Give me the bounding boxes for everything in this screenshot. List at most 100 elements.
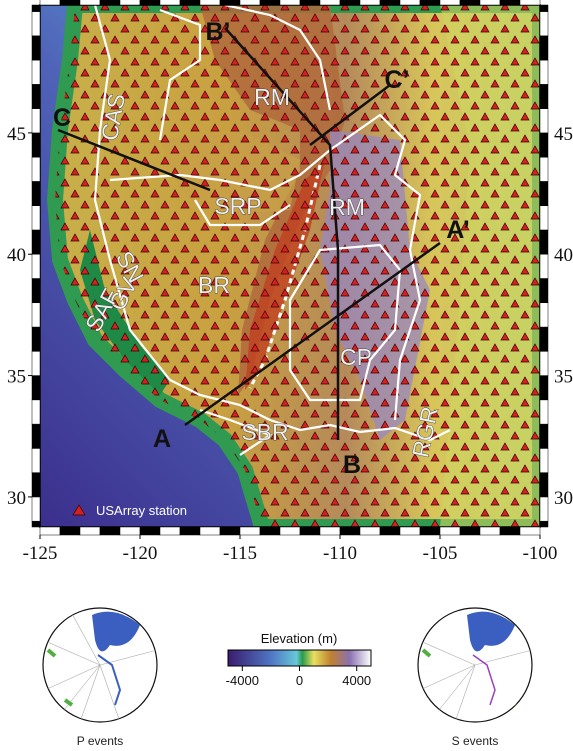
inset-label: S events — [452, 734, 499, 748]
inset-label: P events — [77, 734, 123, 748]
page: {"map":{"xlim":[-125,-100],"ylim":[28.76… — [0, 0, 573, 751]
region-label: SBR — [241, 419, 288, 445]
x-tick-label: -100 — [523, 543, 558, 564]
border-segment — [300, 527, 320, 535]
border-segment — [32, 230, 40, 254]
border-segment — [32, 133, 40, 157]
border-segment — [380, 527, 400, 535]
region-label: RM — [254, 84, 290, 110]
border-segment — [100, 0, 120, 5]
border-segment — [60, 0, 80, 5]
border-segment — [280, 527, 300, 535]
border-segment — [80, 527, 100, 535]
y-tick-label: 45 — [554, 124, 573, 145]
region-label: SRP — [214, 193, 261, 219]
border-segment — [540, 133, 548, 157]
border-segment — [460, 527, 480, 535]
border-segment — [200, 0, 220, 5]
border-segment — [540, 36, 548, 60]
border-segment — [32, 60, 40, 84]
region-label: RM — [329, 194, 365, 220]
profile-label: B’ — [206, 18, 231, 46]
border-segment — [32, 303, 40, 327]
y-tick-label: 30 — [554, 488, 573, 509]
border-segment — [540, 157, 548, 181]
border-segment — [120, 527, 140, 535]
border-segment — [340, 527, 360, 535]
border-segment — [480, 527, 500, 535]
x-tick-label: -115 — [223, 543, 257, 564]
x-tick-label: -125 — [23, 543, 58, 564]
border-segment — [540, 84, 548, 108]
border-segment — [540, 400, 548, 424]
border-segment — [540, 473, 548, 497]
region-label: BR — [198, 272, 230, 298]
border-segment — [200, 527, 220, 535]
border-segment — [40, 527, 60, 535]
border-segment — [540, 448, 548, 472]
y-tick-label: 35 — [7, 367, 26, 388]
border-segment — [540, 109, 548, 133]
border-segment — [32, 278, 40, 302]
border-segment — [540, 521, 548, 527]
border-segment — [280, 0, 300, 5]
colorbar-title: Elevation (m) — [261, 631, 338, 646]
y-tick-label: 30 — [7, 488, 26, 509]
border-segment — [32, 327, 40, 351]
border-segment — [540, 5, 548, 12]
colorbar-scale — [228, 650, 371, 666]
border-segment — [420, 0, 440, 5]
border-segment — [100, 527, 120, 535]
y-tick-label: 40 — [554, 245, 573, 266]
border-segment — [360, 527, 380, 535]
border-segment — [420, 527, 440, 535]
border-segment — [32, 400, 40, 424]
border-segment — [240, 0, 260, 5]
x-tick-label: -110 — [323, 543, 357, 564]
border-segment — [32, 254, 40, 278]
border-segment — [440, 0, 460, 5]
border-segment — [520, 0, 540, 5]
border-segment — [540, 254, 548, 278]
profile-label: C — [53, 104, 71, 132]
profile-label: A’ — [446, 216, 470, 244]
border-segment — [540, 12, 548, 36]
border-segment — [40, 0, 60, 5]
border-segment — [540, 303, 548, 327]
border-segment — [320, 0, 340, 5]
border-segment — [32, 5, 40, 12]
insets: P events S events — [43, 608, 532, 748]
border-segment — [32, 36, 40, 60]
colorbar-tick-label: 0 — [296, 673, 303, 688]
border-segment — [540, 424, 548, 448]
border-segment — [540, 181, 548, 205]
border-segment — [260, 527, 280, 535]
border-segment — [260, 0, 280, 5]
border-segment — [220, 0, 240, 5]
border-segment — [540, 376, 548, 400]
border-segment — [240, 527, 260, 535]
border-segment — [300, 0, 320, 5]
border-segment — [180, 0, 200, 5]
border-segment — [540, 351, 548, 375]
region-label: CP — [340, 344, 372, 370]
border-segment — [500, 0, 520, 5]
y-tick-label: 45 — [7, 124, 26, 145]
border-segment — [540, 278, 548, 302]
border-segment — [32, 473, 40, 497]
y-tick-label: 40 — [7, 245, 26, 266]
x-tick-label: -105 — [423, 543, 458, 564]
border-segment — [340, 0, 360, 5]
border-segment — [32, 206, 40, 230]
border-segment — [540, 497, 548, 521]
border-segment — [60, 527, 80, 535]
border-segment — [400, 527, 420, 535]
x-tick-label: -120 — [123, 543, 158, 564]
border-segment — [520, 527, 540, 535]
border-segment — [460, 0, 480, 5]
border-segment — [32, 448, 40, 472]
colorbar-tick-label: 4000 — [342, 673, 371, 688]
border-segment — [360, 0, 380, 5]
legend-label: USArray station — [96, 503, 187, 518]
border-segment — [500, 527, 520, 535]
